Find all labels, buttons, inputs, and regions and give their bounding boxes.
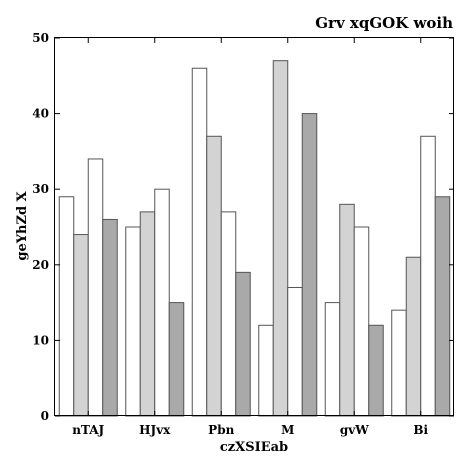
bar-M-series-1 — [258, 324, 274, 417]
x-axis-label: czXSIEab — [220, 440, 288, 455]
y-tick-label: 0 — [41, 409, 49, 423]
x-tick-label: Bi — [413, 423, 428, 437]
bar-Pbn-series-2 — [206, 135, 222, 417]
bar-nTAJ-series-1 — [58, 196, 75, 417]
bar-HJvx-series-1 — [125, 226, 141, 417]
y-tick-label: 20 — [32, 258, 49, 272]
bar-HJvx-series-4 — [168, 302, 185, 417]
plot-frame — [54, 37, 454, 416]
bar-HJvx-series-3 — [154, 188, 170, 417]
x-tick-label: Pbn — [208, 423, 234, 437]
bar-Bi-series-4 — [434, 196, 451, 417]
bar-Bi-series-3 — [420, 135, 436, 417]
x-tick-label: gvW — [340, 423, 369, 437]
x-tick-label: nTAJ — [72, 423, 104, 437]
bar-nTAJ-series-2 — [73, 234, 89, 417]
y-axis-label: geYhZd X — [15, 190, 30, 260]
x-tick-label: HJvx — [139, 423, 171, 437]
x-tick-label: M — [281, 423, 294, 437]
bar-gvW-series-4 — [368, 324, 384, 417]
chart-title: Grv xqGOK woih — [315, 14, 453, 32]
y-tick-label: 10 — [32, 333, 49, 347]
bar-HJvx-series-2 — [139, 211, 156, 417]
bar-nTAJ-series-3 — [87, 158, 104, 417]
bar-Pbn-series-3 — [220, 211, 237, 417]
bar-gvW-series-2 — [339, 203, 355, 417]
y-tick-label: 50 — [32, 31, 49, 45]
y-tick-label: 40 — [32, 107, 49, 121]
bars-group — [58, 60, 451, 417]
bar-nTAJ-series-4 — [102, 218, 118, 417]
bar-gvW-series-1 — [324, 302, 341, 417]
bar-Bi-series-1 — [391, 309, 407, 417]
bar-Pbn-series-4 — [235, 271, 251, 417]
bar-Bi-series-2 — [405, 256, 422, 417]
bar-gvW-series-3 — [353, 226, 370, 417]
y-tick-label: 30 — [32, 182, 49, 196]
bar-M-series-3 — [287, 286, 303, 417]
y-axis: 0 10 20 30 40 50 — [32, 31, 454, 423]
bar-M-series-4 — [301, 113, 318, 417]
bar-Pbn-series-1 — [191, 67, 208, 417]
bar-M-series-2 — [272, 60, 289, 417]
